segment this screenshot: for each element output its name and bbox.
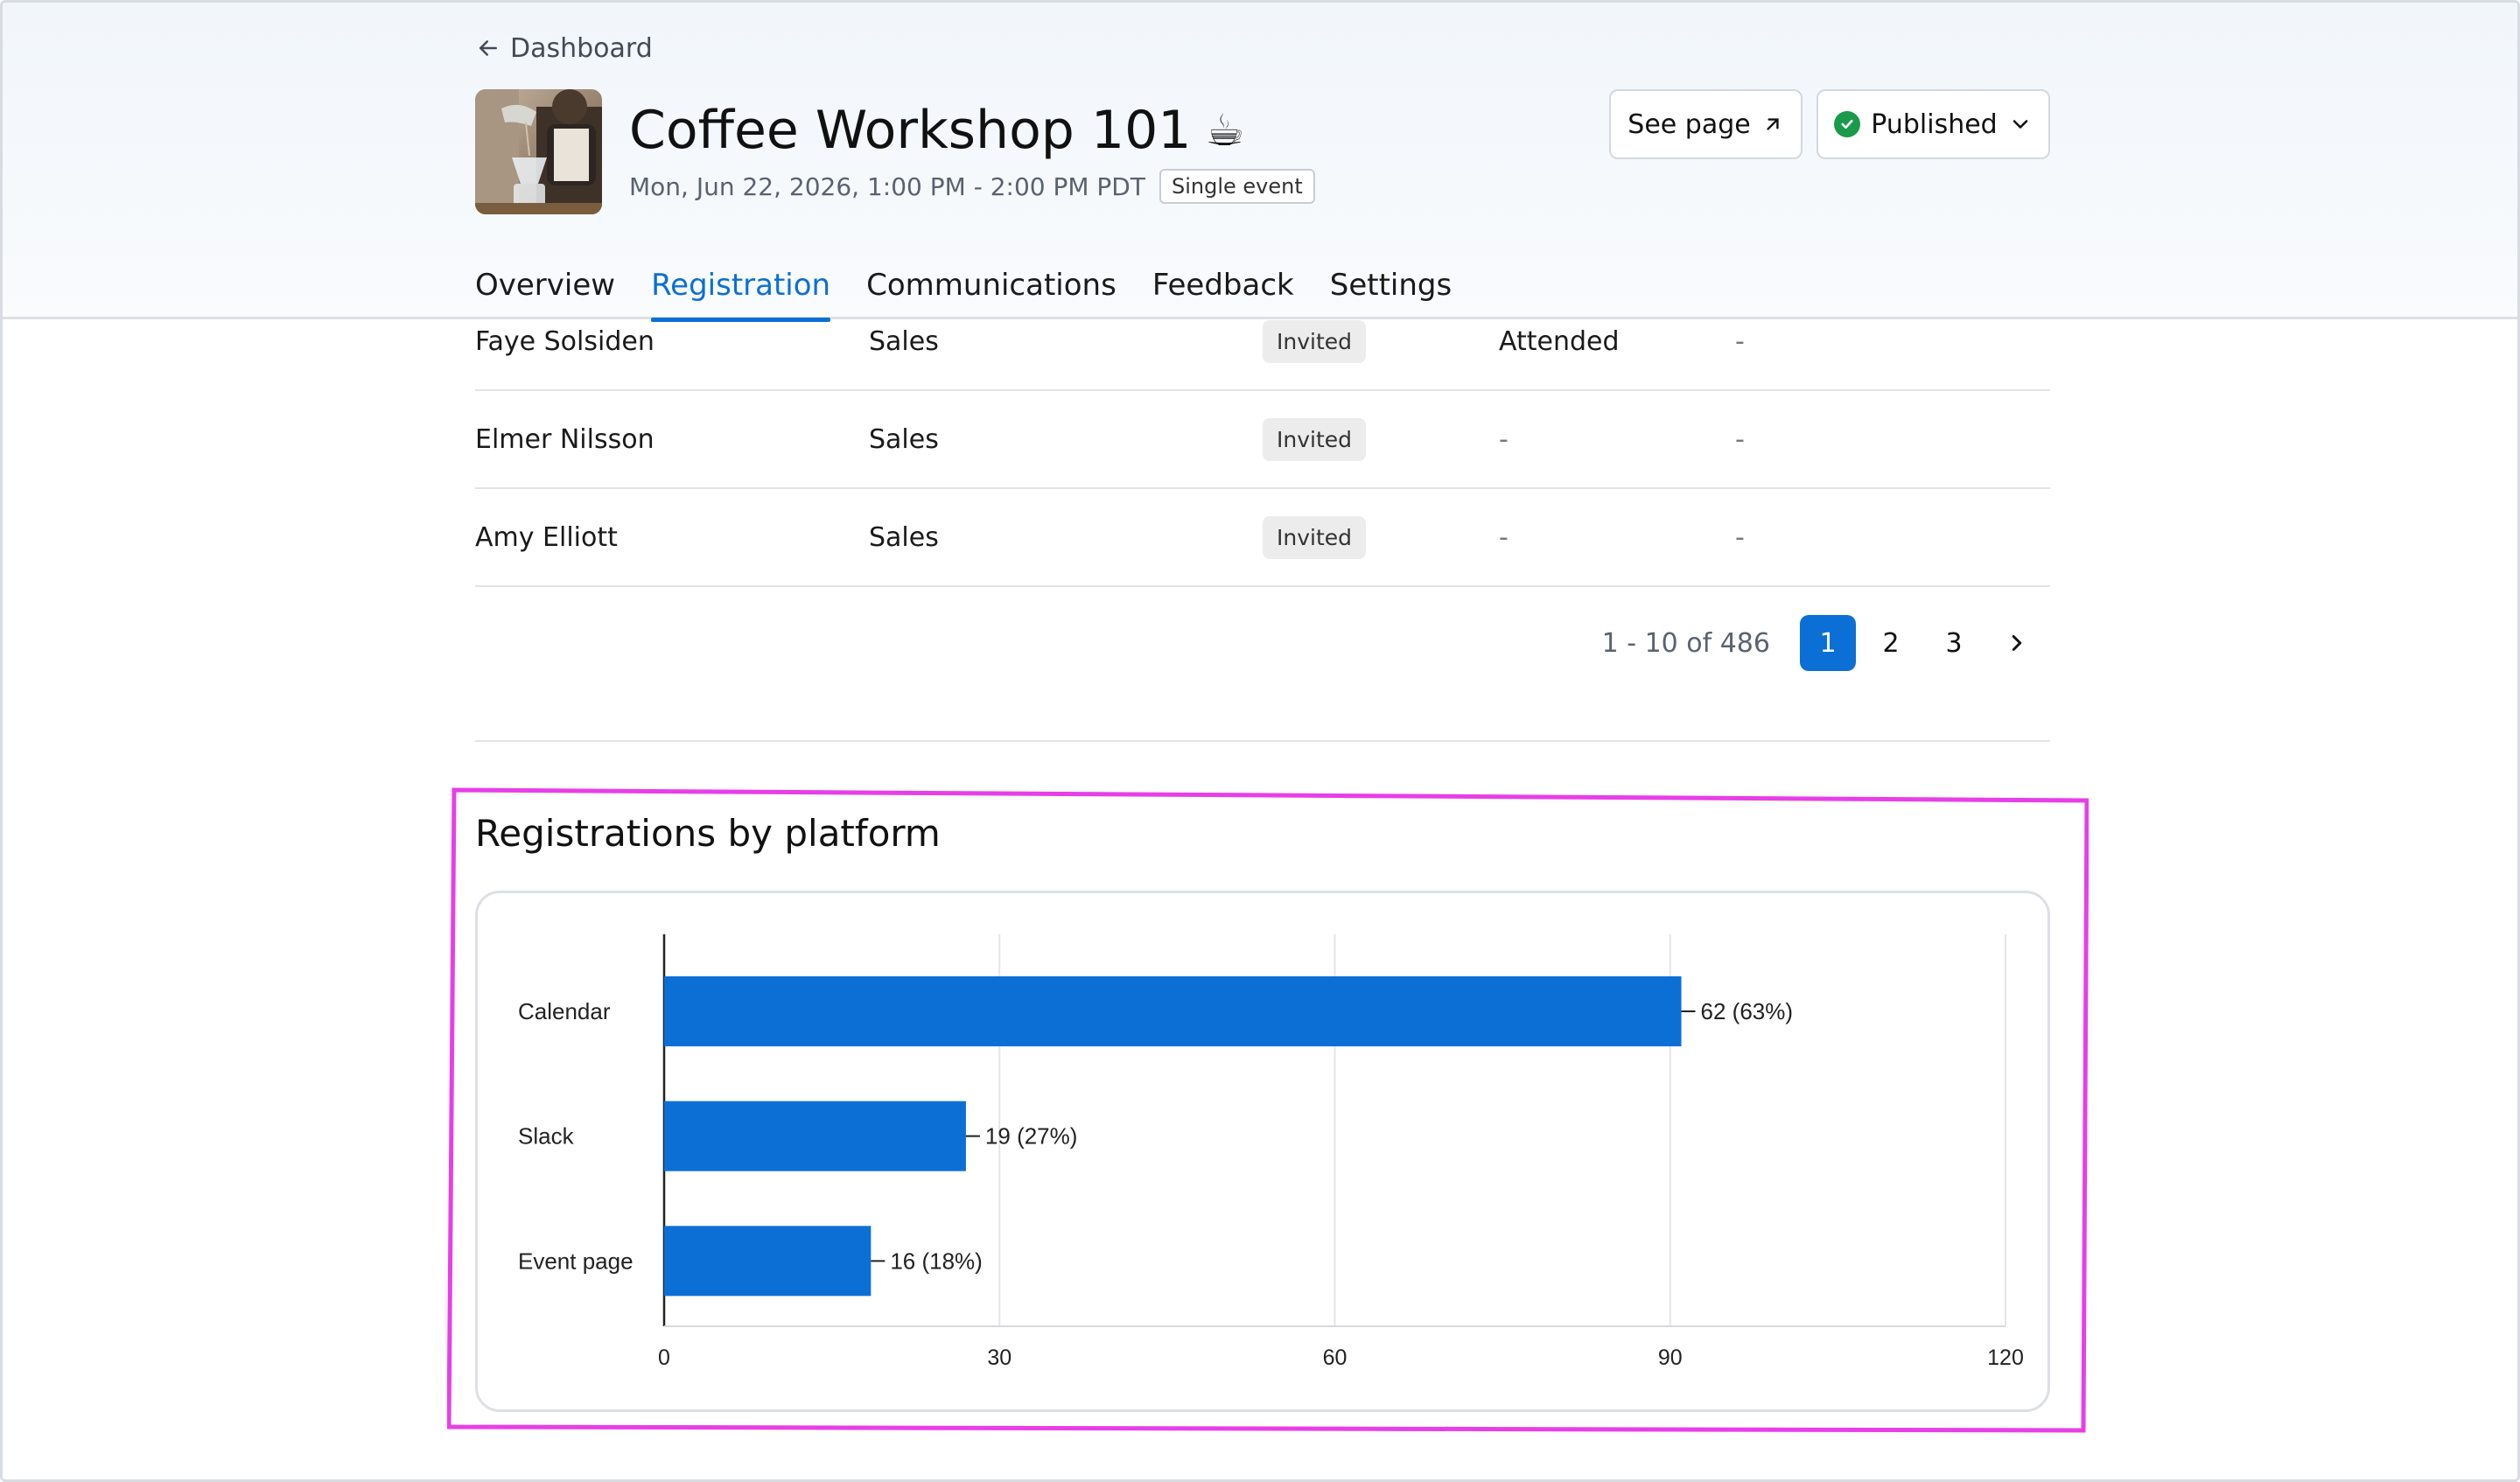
- tab-communications[interactable]: Communications: [866, 268, 1116, 303]
- pagination: 1 - 10 of 486 1 2 3: [1602, 615, 2045, 671]
- check-circle-icon: [1834, 111, 1861, 137]
- chevron-right-icon: [2012, 635, 2022, 651]
- page-button-1[interactable]: 1: [1800, 615, 1856, 671]
- tab-settings[interactable]: Settings: [1329, 268, 1452, 303]
- status-badge-cell: Invited: [1263, 489, 1367, 585]
- event-header: Dashboard: [3, 3, 2517, 322]
- data-label: 19 (27%): [985, 1123, 1078, 1150]
- extra-value: -: [1735, 423, 1745, 455]
- event-datetime: Mon, Jun 22, 2026, 1:00 PM - 2:00 PM PDT: [629, 171, 1145, 201]
- bar: [664, 1101, 966, 1171]
- event-type-chip: Single event: [1158, 169, 1315, 204]
- status-badge-cell: Invited: [1263, 391, 1367, 487]
- external-link-icon: [1767, 118, 1779, 130]
- bar: [664, 1226, 872, 1297]
- attendee-team: Sales: [869, 521, 939, 553]
- table-row[interactable]: Elmer Nilsson Sales Invited - -: [475, 391, 2050, 489]
- section-title: Registrations by platform: [475, 812, 941, 855]
- publish-status-label: Published: [1871, 108, 1998, 140]
- extra-value: -: [1735, 521, 1745, 553]
- status-badge: Invited: [1263, 319, 1367, 363]
- coffee-photo: [475, 89, 602, 214]
- event-title-text: Coffee Workshop 101: [629, 100, 1192, 161]
- status-badge: Invited: [1263, 417, 1367, 461]
- see-page-label: See page: [1628, 108, 1751, 140]
- tab-registration[interactable]: Registration: [651, 256, 831, 322]
- category-label: Event page: [518, 1248, 634, 1274]
- table-row[interactable]: Amy Elliott Sales Invited - -: [475, 489, 2050, 587]
- attendee-name: Elmer Nilsson: [475, 423, 654, 455]
- chevron-down-icon: [2012, 120, 2028, 129]
- back-link[interactable]: Dashboard: [475, 29, 653, 67]
- platform-bar-chart: 0 30 60 90 120 Calendar 62 (63%) Slack 19 (27%) E…: [518, 934, 2024, 1370]
- attendance-value: -: [1499, 423, 1508, 455]
- attendee-team: Sales: [869, 423, 939, 455]
- coffee-emoji-icon: ☕: [1205, 105, 1245, 156]
- event-meta: Mon, Jun 22, 2026, 1:00 PM - 2:00 PM PDT…: [629, 169, 1315, 204]
- x-tick-label: 60: [1323, 1346, 1348, 1370]
- event-thumbnail: [475, 89, 602, 214]
- status-badge: Invited: [1263, 515, 1367, 559]
- pagination-range: 1 - 10 of 486: [1601, 627, 1770, 659]
- category-label: Slack: [518, 1123, 575, 1150]
- attendance-value: -: [1499, 521, 1508, 553]
- x-tick-label: 30: [987, 1346, 1012, 1370]
- see-page-button[interactable]: See page: [1609, 89, 1802, 159]
- bar: [664, 976, 1682, 1046]
- tab-overview[interactable]: Overview: [475, 268, 616, 303]
- back-link-label: Dashboard: [510, 32, 653, 64]
- status-badge-cell: Invited: [1263, 293, 1367, 389]
- attendee-team: Sales: [869, 325, 939, 357]
- x-tick-label: 0: [658, 1346, 670, 1370]
- arrow-left-icon: [480, 40, 497, 56]
- tab-feedback[interactable]: Feedback: [1152, 268, 1294, 303]
- next-page-button[interactable]: [1989, 615, 2045, 671]
- extra-value: -: [1735, 325, 1745, 357]
- page-button-2[interactable]: 2: [1882, 627, 1900, 659]
- data-label: 16 (18%): [890, 1248, 983, 1274]
- table-row[interactable]: Faye Solsiden Sales Invited Attended -: [475, 293, 2050, 391]
- chart-card: 0 30 60 90 120 Calendar 62 (63%) Slack 19 (27%) E…: [475, 891, 2050, 1412]
- attendee-name: Amy Elliott: [475, 521, 618, 553]
- section-divider: [475, 740, 2050, 742]
- x-tick-label: 120: [1987, 1346, 2024, 1370]
- event-tabs: Overview Registration Communications Fee…: [475, 256, 1452, 322]
- page-button-3[interactable]: 3: [1945, 627, 1963, 659]
- category-label: Calendar: [518, 998, 611, 1024]
- publish-status-dropdown[interactable]: Published: [1816, 89, 2050, 159]
- attendance-value: Attended: [1499, 325, 1620, 357]
- x-tick-label: 90: [1658, 1346, 1683, 1370]
- attendee-name: Faye Solsiden: [475, 325, 654, 357]
- event-title: Coffee Workshop 101 ☕: [629, 94, 1244, 167]
- data-label: 62 (63%): [1701, 998, 1793, 1024]
